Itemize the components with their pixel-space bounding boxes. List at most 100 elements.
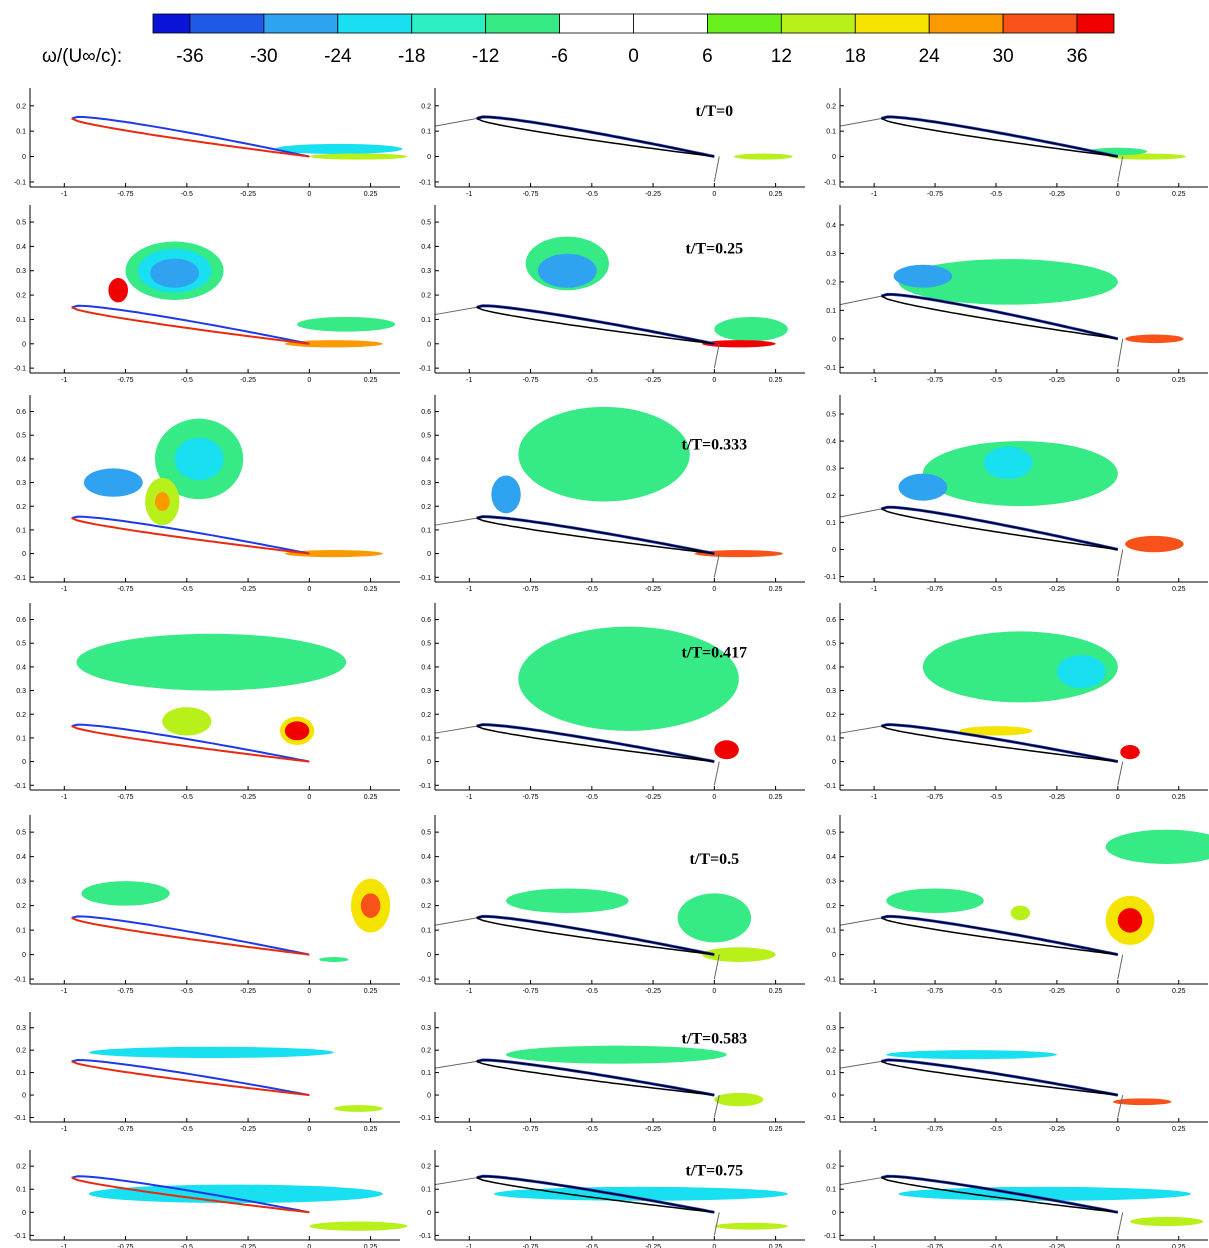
panel: -1 -0.75 -0.5 -0.25 0 0.25 -0.1 0 0.1 0.2 0.3 t/T=0… <box>419 1012 805 1133</box>
vortex <box>360 893 381 918</box>
x-tick-label: 0 <box>1116 1244 1120 1248</box>
vortex <box>702 340 776 348</box>
x-tick-label: 0.25 <box>769 191 783 198</box>
colorbar-segment <box>1002 13 1078 34</box>
y-tick-label: 0.5 <box>16 641 26 648</box>
vortex <box>1125 535 1184 553</box>
colorbar-segment <box>337 13 413 34</box>
y-tick-label: 0.5 <box>826 641 836 648</box>
x-tick-label: 0.25 <box>1172 794 1186 801</box>
airfoil-lower <box>71 725 310 763</box>
vortex <box>898 259 1118 305</box>
time-label: t/T=0.5 <box>690 851 740 868</box>
y-tick-label: 0.5 <box>421 641 431 648</box>
y-tick-label: -0.1 <box>419 977 431 984</box>
vortex <box>284 340 383 348</box>
colorbar-segment <box>152 13 191 34</box>
time-label: t/T=0.75 <box>686 1162 744 1179</box>
y-tick-label: 0.2 <box>16 293 26 300</box>
y-tick-label: 0.4 <box>16 664 26 671</box>
colorbar-tick-label: 36 <box>1066 46 1087 67</box>
y-tick-label: 0.4 <box>421 244 431 251</box>
sting <box>839 1060 882 1069</box>
y-tick-label: 0.1 <box>826 520 836 527</box>
y-tick-label: 0.6 <box>421 617 431 624</box>
sting <box>434 1060 477 1069</box>
airfoil-outline <box>881 723 1118 763</box>
y-tick-label: 0.1 <box>826 928 836 935</box>
x-tick-label: 0 <box>1116 191 1120 198</box>
x-tick-label: -0.5 <box>586 586 598 593</box>
airfoil-surface-vorticity <box>476 1058 715 1097</box>
x-tick-label: -0.25 <box>1049 377 1065 384</box>
y-tick-label: 0 <box>427 1093 431 1100</box>
vortex <box>506 888 629 913</box>
y-tick-label: 0.3 <box>826 466 836 473</box>
y-tick-label: 0.2 <box>421 712 431 719</box>
vortex <box>886 1050 1057 1060</box>
y-tick-label: 0.4 <box>16 854 26 861</box>
x-tick-label: -1 <box>871 1126 877 1133</box>
airfoil-upper <box>71 1058 310 1097</box>
x-tick-label: -0.25 <box>1049 191 1065 198</box>
y-tick-label: 0.4 <box>421 456 431 463</box>
panel: -1 -0.75 -0.5 -0.25 0 0.25 -0.1 0 0.1 0.2 0.3 <box>824 1012 1208 1133</box>
x-tick-label: -1 <box>466 191 472 198</box>
trailing-support <box>713 156 720 183</box>
y-tick-label: 0.4 <box>826 222 836 229</box>
panel: -1 -0.75 -0.5 -0.25 0 0.25 -0.1 0 0.1 0.2 0.3 0.4 <box>824 205 1208 384</box>
airfoil-surface-vorticity <box>881 505 1119 551</box>
vortex <box>88 1046 334 1059</box>
sting <box>839 117 882 127</box>
vortex <box>174 437 224 481</box>
panel: -1 -0.75 -0.5 -0.25 0 0.25 -0.1 0 0.1 0.2 0.3 0.4 0.… <box>419 395 805 593</box>
x-tick-label: -0.75 <box>927 1126 943 1133</box>
panel: -1 -0.75 -0.5 -0.25 0 0.25 -0.1 0 0.1 0.2 0.3 0.4 0.… <box>14 205 400 384</box>
y-tick-label: 0.5 <box>826 830 836 837</box>
y-tick-label: 0 <box>832 759 836 766</box>
panel: -1 -0.75 -0.5 -0.25 0 0.25 -0.1 0 0.1 0.2 <box>824 88 1208 198</box>
y-tick-label: 0.3 <box>16 268 26 275</box>
x-tick-label: 0.25 <box>364 586 378 593</box>
y-tick-label: 0.5 <box>826 411 836 418</box>
y-tick-label: 0.1 <box>421 735 431 742</box>
x-tick-label: -0.25 <box>1049 988 1065 995</box>
x-tick-label: -0.25 <box>645 191 661 198</box>
airfoil-outline <box>881 293 1118 340</box>
y-tick-label: 0.6 <box>826 617 836 624</box>
airfoil-surface-vorticity <box>476 723 715 764</box>
x-tick-label: -0.75 <box>523 1244 539 1248</box>
x-tick-label: 0 <box>307 586 311 593</box>
x-tick-label: 0 <box>712 191 716 198</box>
colorbar-segment <box>633 13 708 34</box>
x-tick-label: -0.25 <box>240 988 256 995</box>
colorbar-tick-label: -12 <box>472 46 499 67</box>
y-tick-label: 0.4 <box>421 664 431 671</box>
y-tick-label: 0.3 <box>16 688 26 695</box>
x-tick-label: 0 <box>1116 377 1120 384</box>
x-tick-label: 0.25 <box>769 377 783 384</box>
panel: -1 -0.75 -0.5 -0.25 0 0.25 -0.1 0 0.1 0.2 0.3 0.4 0.… <box>419 603 805 801</box>
x-tick-label: 0 <box>712 377 716 384</box>
x-tick-label: 0 <box>1116 794 1120 801</box>
panel: -1 -0.75 -0.5 -0.25 0 0.25 -0.1 0 0.1 0.2 <box>14 88 408 198</box>
y-tick-label: 0.2 <box>826 493 836 500</box>
time-label: t/T=0.417 <box>682 644 748 661</box>
x-tick-label: -0.25 <box>240 1126 256 1133</box>
trailing-support <box>713 761 720 786</box>
y-tick-label: 0 <box>22 1210 26 1217</box>
colorbar-tick-label: 30 <box>993 46 1014 67</box>
y-tick-label: 0.2 <box>826 1048 836 1055</box>
y-tick-label: 0.3 <box>826 1025 836 1032</box>
y-tick-label: 0.1 <box>826 1070 836 1077</box>
x-tick-label: 0.25 <box>364 377 378 384</box>
y-tick-label: 0.3 <box>421 1025 431 1032</box>
panel: -1 -0.75 -0.5 -0.25 0 0.25 -0.1 0 0.1 0.2 0.3 0.4 0.… <box>824 395 1208 593</box>
y-tick-label: 0.1 <box>826 735 836 742</box>
x-tick-label: 0 <box>307 794 311 801</box>
x-tick-label: -1 <box>466 586 472 593</box>
airfoil-upper <box>71 1175 310 1214</box>
trailing-support <box>713 343 720 369</box>
x-tick-label: -0.75 <box>927 191 943 198</box>
